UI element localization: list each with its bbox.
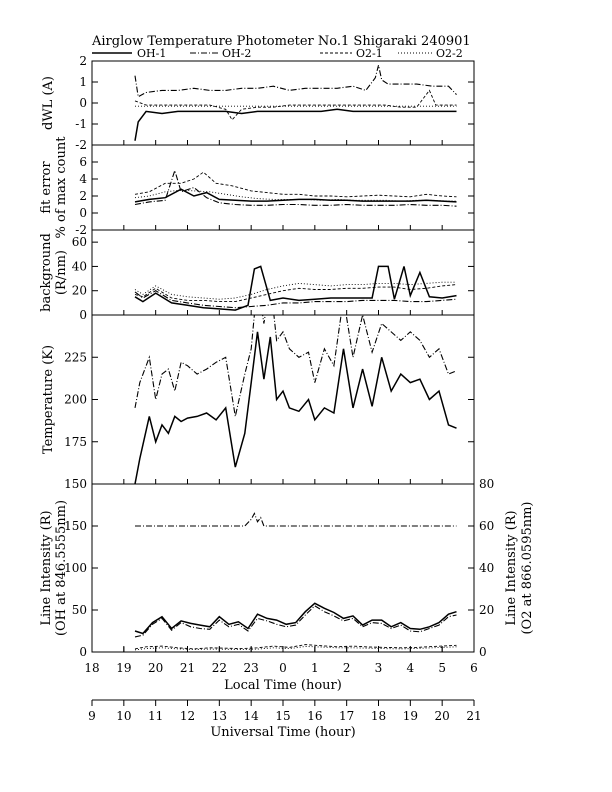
xtick-label-ut-3: 12 <box>180 709 195 723</box>
panel-frame-background <box>91 229 475 316</box>
xtick-label-local-2: 20 <box>148 661 163 675</box>
ytick-label-temperature-2: 200 <box>64 393 87 407</box>
series-fit_error-o2-2 <box>134 189 457 202</box>
ylabel-line_intensity-0: Line Intensity (R) <box>39 510 54 625</box>
xtick-label-ut-6: 15 <box>275 709 290 723</box>
ytick-label-background-3: 60 <box>72 235 87 249</box>
xtick-label-local-3: 21 <box>180 661 195 675</box>
series-temperature-oh-2 <box>134 315 457 417</box>
figure-title: Airglow Temperature Photometer No.1 Shig… <box>91 34 471 49</box>
series-background-oh-1 <box>134 265 457 311</box>
ytick-label-background-0: 0 <box>79 308 87 322</box>
xtick-label-ut-2: 11 <box>148 709 163 723</box>
legend: OH-1 OH-2 O2-1 O2-2 <box>92 47 463 60</box>
ytick-right-label-line_intensity-0: 0 <box>479 645 487 659</box>
legend-label-oh1: OH-1 <box>137 47 166 60</box>
ytick-right-label-line_intensity-4: 80 <box>479 477 494 491</box>
ytick-label-temperature-0: 150 <box>64 477 87 491</box>
ytick-label-dwl-4: 2 <box>79 54 87 68</box>
series-line_intensity-o2-2 <box>134 646 457 651</box>
ylabel-dwl-0: dWL (A) <box>41 76 56 130</box>
xtick-label-local-10: 4 <box>407 661 415 675</box>
series-fit_error-oh-1 <box>134 188 457 203</box>
series-fit_error-oh-2 <box>134 168 457 207</box>
xtick-label-ut-9: 18 <box>371 709 386 723</box>
ylabel-temperature-0: Temperature (K) <box>41 345 56 454</box>
xtick-label-ut-1: 10 <box>116 709 131 723</box>
ylabel-fit_error-0: fit error <box>39 161 54 214</box>
ytick-right-label-line_intensity-1: 20 <box>479 603 494 617</box>
ytick-label-background-2: 40 <box>72 259 87 273</box>
legend-label-o22: O2-2 <box>436 47 463 60</box>
ylabel-right-line_intensity-0: Line Intensity (R) <box>504 510 519 625</box>
x-axes: 18 19 20 21 22 23 0 1 2 3 4 5 69 10 11 12 13 14 15 16 17 18 19… <box>84 140 482 723</box>
ytick-label-dwl-1: -1 <box>75 117 87 131</box>
panel-frame-temperature <box>91 314 475 485</box>
series-line_intensity-oh-2 <box>134 605 457 638</box>
ytick-label-temperature-1: 175 <box>64 435 87 449</box>
panel-frame-fit_error <box>91 144 475 231</box>
ytick-label-fit_error-3: 4 <box>79 172 87 186</box>
series-fit_error-o2-1 <box>134 171 457 198</box>
ylabel-right-line_intensity-1: (O2 at 866.0595nm) <box>520 501 535 634</box>
ylabel-fit_error-1: % of max count <box>54 136 69 239</box>
xtick-label-ut-7: 16 <box>307 709 322 723</box>
series-line_intensity-oh-1 <box>134 602 457 635</box>
xtick-label-ut-4: 13 <box>212 709 227 723</box>
ytick-label-line_intensity-2: 100 <box>64 561 87 575</box>
xtick-label-local-1: 19 <box>116 661 131 675</box>
ytick-label-line_intensity-3: 150 <box>64 519 87 533</box>
xtick-label-ut-0: 9 <box>88 709 96 723</box>
xtick-label-ut-11: 20 <box>435 709 450 723</box>
xtick-label-ut-12: 21 <box>466 709 481 723</box>
xtick-label-local-12: 6 <box>470 661 478 675</box>
xtick-label-local-7: 1 <box>311 661 319 675</box>
series-dwl-oh-2 <box>134 65 457 98</box>
x-axis-label-local: Local Time (hour) <box>224 678 342 693</box>
xtick-label-ut-8: 17 <box>339 709 354 723</box>
ytick-label-dwl-3: 1 <box>79 75 87 89</box>
y-axes: -2 -1 0 1 2 dWL (A) -2 0 2 4 6 fit error% of max co… <box>39 54 535 659</box>
ytick-label-fit_error-2: 2 <box>79 189 87 203</box>
ytick-label-fit_error-4: 6 <box>79 155 87 169</box>
ytick-label-fit_error-1: 0 <box>79 206 87 220</box>
ylabel-line_intensity-1: (OH at 846.5555nm) <box>54 500 69 636</box>
xtick-label-local-4: 22 <box>212 661 227 675</box>
xtick-label-local-5: 23 <box>244 661 259 675</box>
ylabel-background-1: (R/nm) <box>54 250 69 295</box>
ytick-label-dwl-0: -2 <box>75 138 87 152</box>
ytick-right-label-line_intensity-2: 40 <box>479 561 494 575</box>
ytick-label-temperature-3: 225 <box>64 350 87 364</box>
xtick-label-local-0: 18 <box>84 661 99 675</box>
panel-frame-dwl <box>91 60 475 146</box>
xtick-label-local-6: 0 <box>279 661 287 675</box>
ytick-label-dwl-2: 0 <box>79 96 87 110</box>
xtick-label-ut-5: 14 <box>244 709 260 723</box>
series-background-o2-1 <box>134 284 457 303</box>
legend-label-oh2: OH-2 <box>222 47 251 60</box>
ytick-label-line_intensity-0: 0 <box>79 645 87 659</box>
series-temperature-oh-1 <box>134 331 457 484</box>
series-line_intensity-flat-ref <box>135 512 457 527</box>
ytick-label-fit_error-0: -2 <box>75 223 87 237</box>
series-line_intensity-o2-1 <box>134 644 457 650</box>
legend-label-o21: O2-1 <box>356 47 383 60</box>
xtick-label-local-8: 2 <box>343 661 351 675</box>
series-dwl-o2-1 <box>134 89 457 121</box>
ytick-right-label-line_intensity-3: 60 <box>479 519 494 533</box>
xtick-label-local-11: 5 <box>438 661 446 675</box>
x-axis-label-universal: Universal Time (hour) <box>210 725 355 740</box>
series-dwl-oh-1 <box>134 108 457 141</box>
xtick-label-ut-10: 19 <box>403 709 418 723</box>
ytick-label-line_intensity-1: 50 <box>72 603 87 617</box>
xtick-label-local-9: 3 <box>375 661 383 675</box>
ylabel-background-0: background <box>39 233 54 312</box>
data-series <box>134 65 457 651</box>
ytick-label-background-1: 20 <box>72 284 87 298</box>
